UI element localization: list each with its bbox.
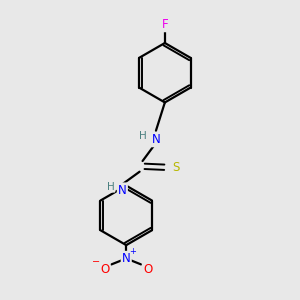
Text: O: O: [143, 263, 152, 276]
Text: F: F: [161, 18, 168, 31]
Text: −: −: [92, 257, 101, 267]
Text: +: +: [129, 247, 136, 256]
Text: S: S: [172, 161, 179, 174]
Text: H: H: [139, 131, 147, 141]
Text: N: N: [118, 184, 127, 196]
Text: N: N: [152, 133, 160, 146]
Text: H: H: [106, 182, 114, 192]
Text: N: N: [122, 252, 130, 265]
Text: O: O: [100, 263, 110, 276]
